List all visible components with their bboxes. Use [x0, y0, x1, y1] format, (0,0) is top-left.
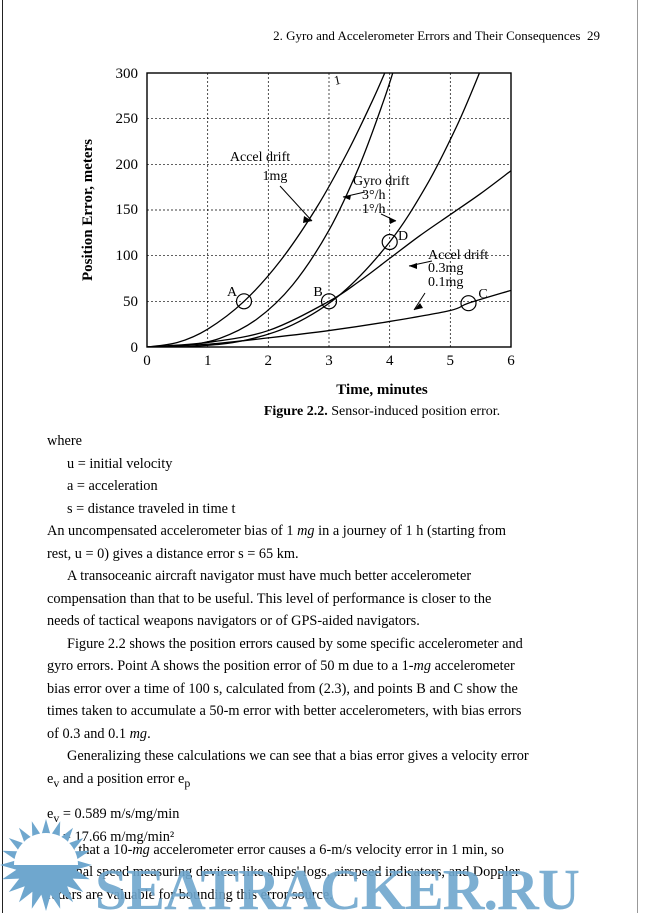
svg-text:D: D	[398, 229, 408, 244]
svg-text:1mg: 1mg	[263, 169, 288, 184]
svg-text:Figure 2.2. Sensor-induced pos: Figure 2.2. Sensor-induced position erro…	[264, 404, 500, 419]
svg-text:6: 6	[507, 353, 515, 369]
svg-text:1: 1	[333, 72, 342, 88]
svg-text:0: 0	[143, 353, 151, 369]
svg-text:B: B	[313, 285, 322, 300]
svg-text:100: 100	[116, 248, 139, 264]
svg-text:Position Error, meters: Position Error, meters	[80, 139, 96, 281]
svg-text:0.1mg: 0.1mg	[428, 275, 463, 290]
svg-text:0.3mg: 0.3mg	[428, 261, 463, 276]
svg-text:0: 0	[131, 340, 139, 356]
svg-text:50: 50	[123, 294, 138, 310]
svg-text:A: A	[227, 285, 238, 300]
svg-text:Accel drift: Accel drift	[230, 150, 290, 165]
svg-text:200: 200	[116, 157, 139, 173]
svg-text:Time, minutes: Time, minutes	[336, 382, 428, 398]
svg-text:150: 150	[116, 202, 139, 218]
svg-text:5: 5	[447, 353, 455, 369]
svg-text:250: 250	[116, 111, 139, 127]
svg-text:2: 2	[265, 353, 273, 369]
svg-text:Gyro drift: Gyro drift	[353, 174, 409, 189]
svg-text:3: 3	[325, 353, 333, 369]
svg-text:3°/h: 3°/h	[362, 188, 386, 203]
svg-text:300: 300	[116, 66, 139, 82]
svg-text:4: 4	[386, 353, 394, 369]
svg-text:1: 1	[204, 353, 212, 369]
svg-text:C: C	[478, 287, 487, 302]
